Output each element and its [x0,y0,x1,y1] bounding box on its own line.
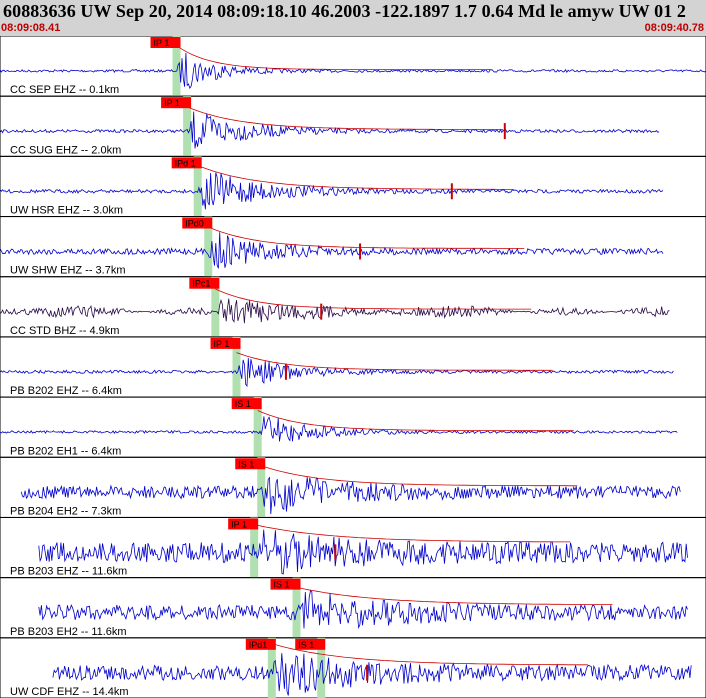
s-pick-label: IS 1 [235,399,251,409]
station-label: UW HSR EHZ -- 3.0km [10,205,123,217]
time-start-label: 08:09:08.41 [1,22,61,34]
pick-window [253,397,262,458]
p-pick-label: IPd1 [249,640,268,650]
station-label: PB B203 EH2 -- 11.6km [10,626,127,638]
coda-envelope [296,586,613,605]
station-label: CC SEP EHZ -- 0.1km [10,84,119,96]
pick-window [267,637,276,698]
coda-envelope [236,352,553,371]
seismogram-trace [0,358,674,388]
station-label: CC SUG EHZ -- 2.0km [10,144,121,156]
station-label: PB B202 EHZ -- 6.4km [10,385,122,397]
station-label: CC STD BHZ -- 4.9km [10,325,119,337]
s-pick-label: IS 1 [238,459,254,469]
pick-window [183,96,192,157]
seismogram-trace [52,653,692,696]
p-pick-box [245,638,276,650]
s-pick-box [231,398,262,410]
p-pick-box [228,518,259,530]
p-pick-box [182,217,213,229]
p-pick-box [161,97,192,109]
p-pick-box [189,277,220,289]
station-label: PB B203 EHZ -- 11.6km [10,566,127,578]
coda-envelope [176,45,493,70]
seismogram-trace [0,298,670,324]
coda-envelope [186,106,504,130]
pick-window [211,276,220,337]
s-pick-box [235,458,266,470]
p-pick-label: IPd 1 [175,158,196,168]
p-pick-label: IPd0 [185,219,204,229]
p-pick-label: IP 1 [231,519,247,529]
p-pick-box [150,37,181,48]
p-pick-label: IPc1 [192,279,210,289]
event-title: 60883636 UW Sep 20, 2014 08:09:18.10 46.… [3,1,687,21]
seismogram-trace [38,590,688,630]
station-label: PB B204 EH2 -- 7.3km [10,505,121,517]
time-end-label: 08:09:40.78 [644,22,704,34]
pick-window [317,637,326,698]
seismogram-trace [0,52,706,90]
coda-envelope [215,288,532,310]
pick-window [193,156,202,217]
coda-envelope [261,465,578,487]
seismogram-trace [0,232,664,269]
p-pick-label: IP 1 [154,38,170,48]
pick-window [250,517,259,578]
seismogram-trace [0,416,678,442]
station-label: UW CDF EHZ -- 14.4km [10,686,129,698]
p-pick-box [171,157,202,169]
s-pick-box [295,638,326,650]
station-label: UW SHW EHZ -- 3.7km [10,265,126,277]
p-pick-label: IP 1 [164,98,180,108]
coda-envelope [208,226,525,249]
seismogram-trace [0,111,660,149]
seismogram-panel: IP 1 CC SEP EHZ -- 0.1km IP 1 CC SUG EHZ --… [0,36,706,698]
s-pick-label: IS 1 [274,580,290,590]
pick-window [172,36,181,97]
s-pick-box [270,578,301,590]
seismogram-trace [38,529,688,575]
seismogram-trace [20,476,681,515]
coda-envelope [257,410,574,432]
pick-window [204,216,213,277]
s-pick-label: IS 1 [298,640,314,650]
p-pick-label: IP 1 [214,339,230,349]
pick-window [232,336,241,398]
coda-envelope [271,643,588,666]
header-bar: 60883636 UW Sep 20, 2014 08:09:18.10 46.… [0,0,706,36]
pick-window [292,577,301,638]
coda-envelope [254,524,571,543]
seismogram-trace [0,172,664,210]
p-pick-box [210,337,241,349]
station-label: PB B202 EH1 -- 6.4km [10,445,121,457]
coda-envelope [197,165,514,190]
